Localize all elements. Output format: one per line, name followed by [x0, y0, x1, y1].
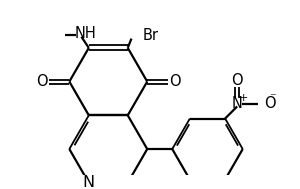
Text: N: N — [232, 96, 243, 111]
Text: O: O — [36, 74, 47, 89]
Text: +: + — [239, 93, 248, 103]
Text: ⁻: ⁻ — [269, 92, 276, 105]
Text: N: N — [83, 175, 95, 189]
Text: NH: NH — [74, 26, 96, 40]
Text: Br: Br — [142, 28, 159, 43]
Text: O: O — [231, 73, 243, 88]
Text: O: O — [169, 74, 181, 89]
Text: O: O — [264, 96, 276, 111]
